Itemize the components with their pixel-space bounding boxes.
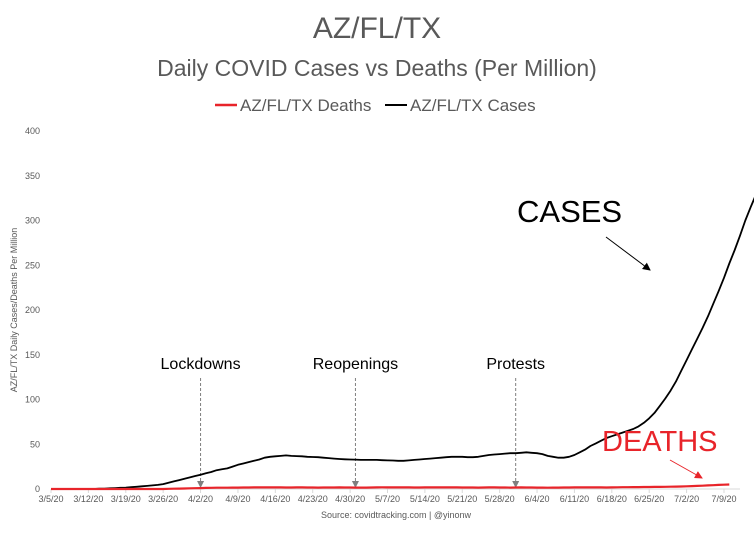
callout-cases-label: CASES (517, 194, 622, 229)
y-tick-label: 100 (25, 395, 40, 405)
x-tick-label: 5/14/20 (410, 494, 440, 504)
y-tick-label: 400 (25, 126, 40, 136)
x-tick-label: 3/5/20 (38, 494, 63, 504)
legend: AZ/FL/TX Deaths AZ/FL/TX Cases (215, 96, 536, 115)
chart-title: AZ/FL/TX (313, 12, 441, 45)
x-tick-label: 7/2/20 (674, 494, 699, 504)
x-tick-label: 5/21/20 (447, 494, 477, 504)
x-axis-ticks: 3/5/20 3/12/20 3/19/20 3/26/20 4/2/20 4/9/20 4… (38, 489, 736, 504)
x-tick-label: 6/11/20 (560, 494, 589, 504)
y-tick-label: 300 (25, 216, 40, 226)
callout-deaths-arrow (669, 459, 703, 479)
x-tick-label: 7/9/20 (711, 494, 736, 504)
legend-label-deaths: AZ/FL/TX Deaths (240, 96, 371, 115)
y-tick-label: 200 (25, 305, 40, 315)
y-tick-label: 50 (30, 439, 40, 449)
x-tick-label: 4/30/20 (335, 494, 365, 504)
legend-label-cases: AZ/FL/TX Cases (410, 96, 536, 115)
series-line-deaths (51, 483, 730, 491)
x-tick-label: 4/16/20 (260, 494, 290, 504)
y-tick-label: 250 (25, 260, 40, 270)
x-tick-label: 3/19/20 (111, 494, 141, 504)
x-tick-label: 4/23/20 (298, 494, 328, 504)
x-tick-label: 5/28/20 (485, 494, 515, 504)
x-tick-label: 6/25/20 (634, 494, 664, 504)
event-label: Reopenings (313, 356, 398, 373)
x-tick-label: 3/26/20 (148, 494, 178, 504)
series-line-cases (51, 196, 754, 490)
x-tick-label: 6/18/20 (597, 494, 627, 504)
y-axis-ticks: 0 50 100 150 200 250 300 350 400 (25, 126, 40, 494)
callout-deaths-label: DEATHS (602, 426, 717, 458)
chart-subtitle: Daily COVID Cases vs Deaths (Per Million… (157, 55, 597, 81)
event-label: Protests (486, 356, 545, 373)
x-tick-label: 5/7/20 (375, 494, 400, 504)
x-tick-label: 4/9/20 (225, 494, 250, 504)
y-tick-label: 150 (25, 350, 40, 360)
y-axis-label: AZ/FL/TX Daily Cases/Deaths Per Million (9, 228, 19, 393)
event-label: Lockdowns (161, 356, 241, 373)
y-tick-label: 350 (25, 171, 40, 181)
callout-cases: CASES (517, 194, 651, 271)
x-tick-label: 6/4/20 (525, 494, 550, 504)
callout-cases-arrow (605, 236, 651, 271)
y-tick-label: 0 (35, 484, 40, 494)
source-note: Source: covidtracking.com | @yinonw (321, 510, 472, 520)
callout-deaths: DEATHS (602, 426, 717, 479)
x-tick-label: 4/2/20 (188, 494, 213, 504)
event-annotations: Lockdowns Reopenings Protests (161, 356, 545, 488)
x-tick-label: 3/12/20 (73, 494, 103, 504)
